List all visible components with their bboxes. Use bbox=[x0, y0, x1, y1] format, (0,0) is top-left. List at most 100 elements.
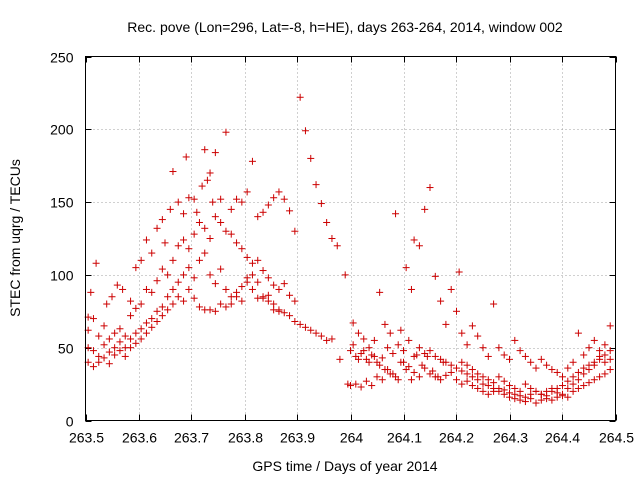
data-point bbox=[142, 329, 150, 337]
data-point bbox=[458, 367, 466, 375]
data-point bbox=[564, 384, 572, 392]
x-tick-label: 263.5 bbox=[69, 430, 104, 446]
data-point bbox=[400, 347, 407, 355]
data-point bbox=[148, 249, 156, 257]
chart-title: Rec. pove (Lon=296, Lat=-8, h=HE), days … bbox=[127, 19, 563, 35]
data-point bbox=[362, 377, 370, 385]
data-point bbox=[500, 386, 508, 394]
data-point bbox=[527, 390, 535, 398]
data-point bbox=[357, 383, 365, 391]
data-point bbox=[142, 285, 150, 293]
data-point bbox=[190, 294, 198, 302]
data-point bbox=[453, 307, 460, 315]
data-point bbox=[484, 390, 492, 398]
data-point bbox=[307, 326, 315, 334]
data-point bbox=[543, 361, 551, 369]
data-point bbox=[511, 390, 519, 398]
data-point bbox=[596, 352, 604, 360]
data-points bbox=[84, 93, 614, 407]
data-point bbox=[142, 319, 150, 327]
data-point bbox=[148, 315, 156, 323]
data-point bbox=[474, 332, 482, 340]
y-tick-label: 250 bbox=[50, 50, 74, 66]
data-point bbox=[132, 304, 140, 312]
data-point bbox=[373, 358, 381, 366]
data-point bbox=[479, 387, 487, 395]
data-point bbox=[606, 355, 614, 363]
grid-lines bbox=[85, 56, 616, 421]
x-tick-label: 263.7 bbox=[174, 430, 209, 446]
data-point bbox=[259, 293, 267, 301]
data-point bbox=[100, 341, 108, 349]
data-point bbox=[243, 253, 251, 261]
data-point bbox=[209, 198, 217, 206]
data-point bbox=[137, 300, 145, 308]
data-point bbox=[270, 306, 278, 314]
data-point bbox=[426, 184, 434, 192]
data-point bbox=[132, 339, 140, 347]
data-point bbox=[243, 274, 251, 282]
data-point bbox=[543, 392, 551, 400]
data-point bbox=[479, 380, 487, 388]
data-point bbox=[286, 312, 294, 320]
data-point bbox=[569, 380, 577, 388]
data-point bbox=[442, 371, 450, 379]
data-point bbox=[463, 361, 471, 369]
data-point bbox=[601, 351, 609, 359]
data-point bbox=[116, 347, 124, 355]
data-point bbox=[164, 271, 172, 279]
data-point bbox=[362, 355, 370, 363]
data-point bbox=[569, 387, 577, 395]
data-point bbox=[410, 352, 418, 360]
data-point bbox=[574, 329, 582, 337]
data-point bbox=[312, 181, 320, 189]
data-point bbox=[206, 306, 214, 314]
data-point bbox=[564, 377, 572, 385]
data-point bbox=[185, 285, 193, 293]
data-point bbox=[127, 335, 135, 343]
data-point bbox=[328, 335, 336, 343]
data-point bbox=[127, 312, 135, 320]
data-point bbox=[317, 332, 325, 340]
data-point bbox=[437, 355, 445, 363]
x-tick-label: 263.8 bbox=[228, 430, 263, 446]
data-point bbox=[516, 392, 524, 400]
data-point bbox=[590, 376, 598, 384]
data-point bbox=[442, 320, 450, 328]
data-point bbox=[516, 347, 524, 355]
data-point bbox=[238, 297, 246, 305]
data-point bbox=[527, 358, 535, 366]
data-point bbox=[190, 274, 198, 282]
data-point bbox=[495, 387, 503, 395]
data-point bbox=[431, 373, 439, 381]
data-point bbox=[463, 370, 471, 378]
data-point bbox=[569, 373, 577, 381]
data-point bbox=[217, 300, 225, 308]
data-point bbox=[166, 205, 174, 213]
data-point bbox=[431, 352, 439, 360]
data-point bbox=[421, 205, 429, 213]
data-point bbox=[264, 297, 272, 305]
data-point bbox=[169, 168, 177, 176]
data-point bbox=[386, 329, 394, 337]
data-point bbox=[201, 249, 209, 257]
data-point bbox=[254, 213, 262, 221]
data-point bbox=[169, 285, 177, 293]
data-point bbox=[410, 236, 418, 244]
data-point bbox=[211, 149, 219, 157]
y-tick-label: 100 bbox=[50, 268, 74, 284]
data-point bbox=[227, 300, 235, 308]
data-point bbox=[222, 227, 230, 235]
data-point bbox=[468, 382, 476, 390]
data-point bbox=[431, 272, 439, 280]
data-point bbox=[352, 352, 360, 360]
data-point bbox=[153, 224, 161, 232]
data-point bbox=[397, 326, 405, 334]
data-point bbox=[559, 392, 566, 400]
data-point bbox=[121, 332, 129, 340]
data-point bbox=[368, 351, 376, 359]
data-point bbox=[238, 283, 246, 291]
data-point bbox=[521, 352, 529, 360]
data-point bbox=[296, 320, 304, 328]
